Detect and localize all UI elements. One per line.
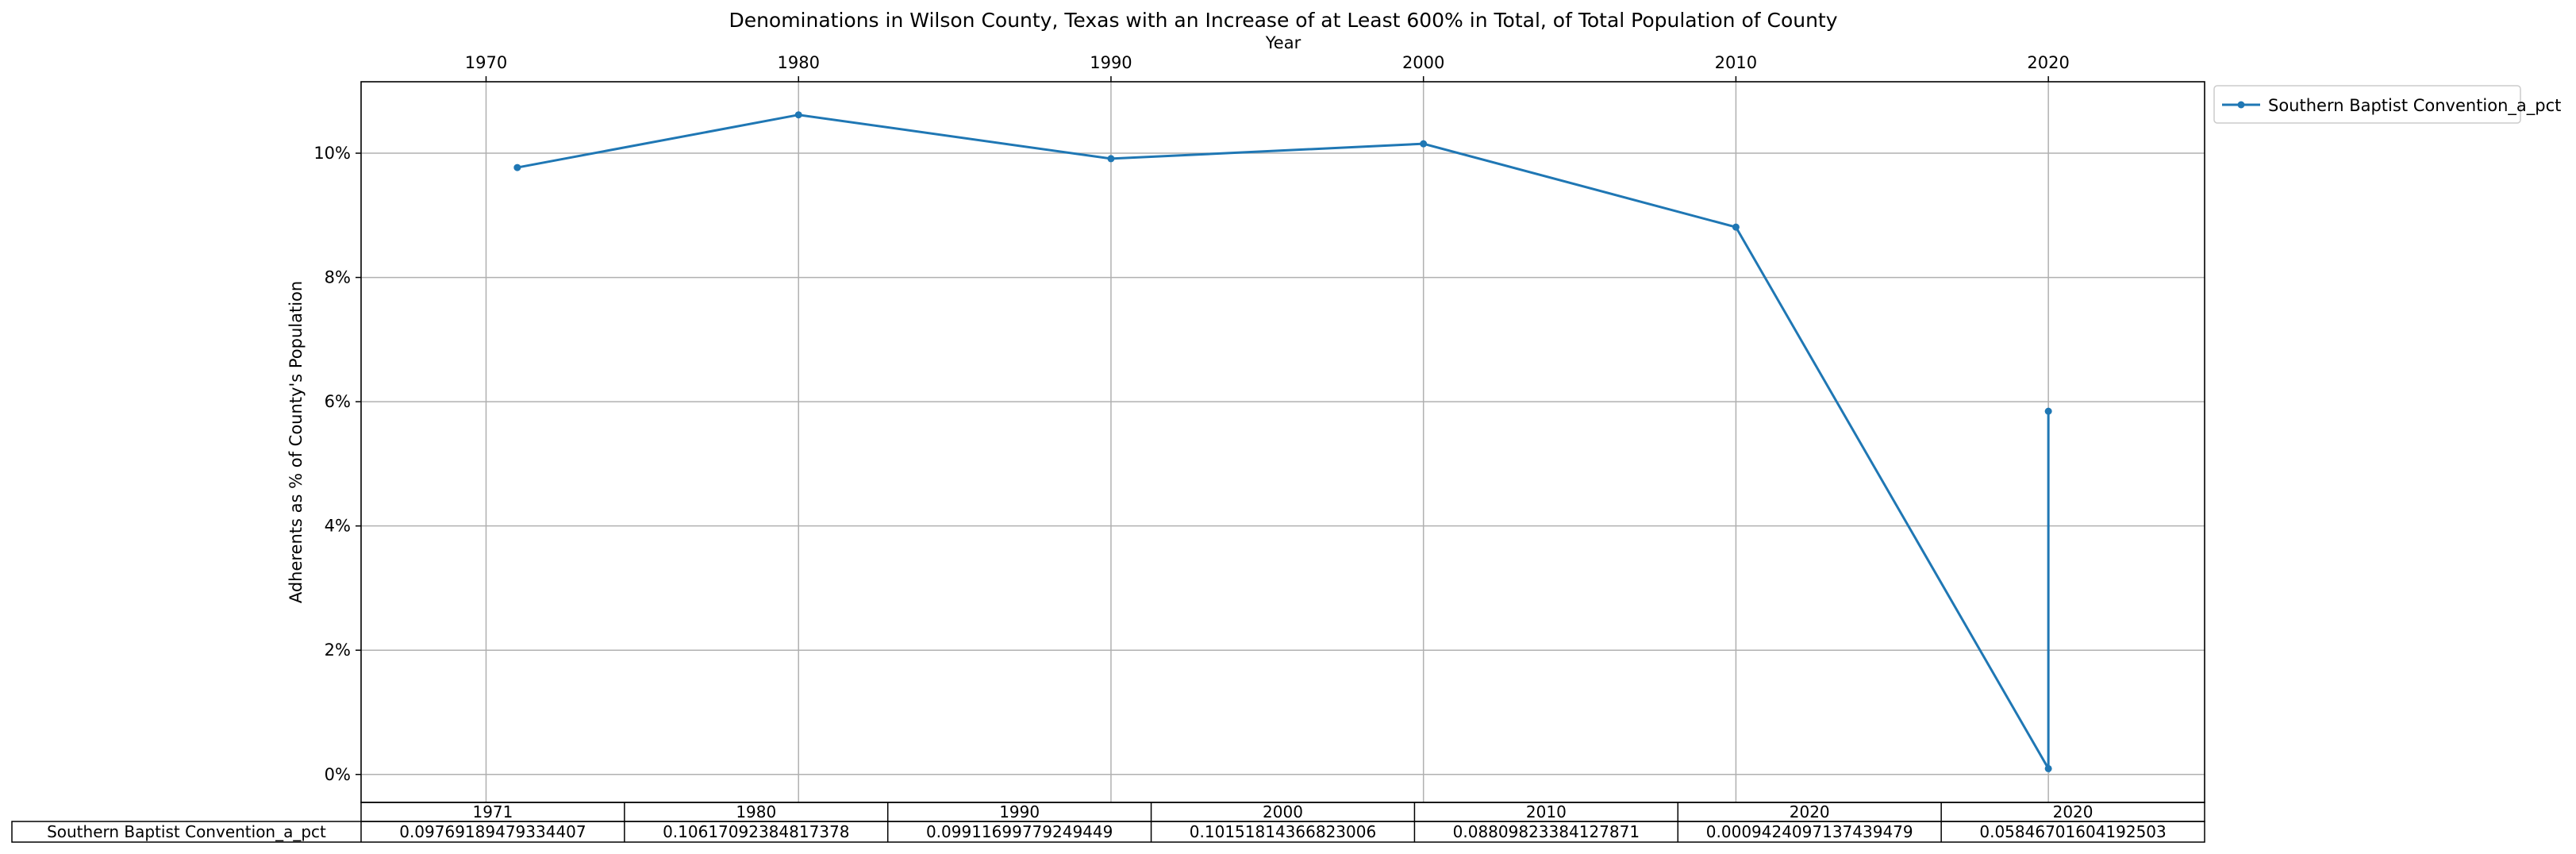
y-tick-label: 10% [313, 144, 351, 163]
y-tick-label: 4% [325, 517, 351, 536]
legend-marker-sample [2237, 101, 2245, 109]
tick-layer: 1970 1980 1990 2000 2010 2020 0% 2% 4% 6% 8% 10% [313, 53, 2070, 784]
data-point [513, 163, 521, 171]
x-tick-label: 1970 [465, 53, 507, 72]
series-line [517, 113, 2050, 773]
table-col-header: 2010 [1526, 802, 1567, 821]
y-tick-label: 2% [325, 640, 351, 660]
x-tick-label: 2010 [1715, 53, 1757, 72]
y-tick-label: 0% [325, 765, 351, 784]
x-tick-label: 1990 [1090, 53, 1132, 72]
legend: Southern Baptist Convention_a_pct [2213, 85, 2561, 124]
table-row-label: Southern Baptist Convention_a_pct [47, 822, 326, 841]
table-cell: 0.09911699779249449 [926, 822, 1113, 841]
table-cell: 0.08809823384127871 [1453, 822, 1640, 841]
legend-frame [2213, 85, 2521, 124]
table-col-header: 2000 [1263, 802, 1303, 821]
table-col-header: 1980 [736, 802, 776, 821]
table-cell: 0.10151814366823006 [1190, 822, 1376, 841]
table-col-header: 1990 [999, 802, 1040, 821]
table-cell: 0.09769189479334407 [399, 822, 586, 841]
grid-lines [361, 82, 2205, 802]
table-col-header: 1971 [472, 802, 513, 821]
data-point [1420, 140, 1428, 148]
table-data-row [11, 821, 2205, 843]
data-point [794, 111, 802, 119]
data-point [2044, 407, 2052, 415]
x-axis-label: Year [1265, 33, 1301, 52]
table-col-header: 2020 [1790, 802, 1830, 821]
y-tick-label: 6% [325, 392, 351, 411]
table-cell: 0.0009424097137439479 [1706, 822, 1913, 841]
y-axis-label: Adherents as % of County's Population [286, 281, 306, 603]
data-point [1732, 223, 1740, 231]
x-tick-label: 2000 [1402, 53, 1444, 72]
table-col-header: 2020 [2053, 802, 2093, 821]
chart-title: Denominations in Wilson County, Texas wi… [729, 9, 1837, 32]
series-layer [513, 111, 2052, 773]
data-point [1107, 155, 1115, 163]
data-point [2044, 764, 2052, 772]
legend-entry-label: Southern Baptist Convention_a_pct [2268, 96, 2561, 116]
table-cell: 0.05846701604192503 [1979, 822, 2166, 841]
x-tick-label: 2020 [2027, 53, 2069, 72]
table-cell: 0.10617092384817378 [663, 822, 849, 841]
x-tick-label: 1980 [777, 53, 819, 72]
y-tick-label: 8% [325, 268, 351, 287]
plot-frame [360, 81, 2205, 803]
